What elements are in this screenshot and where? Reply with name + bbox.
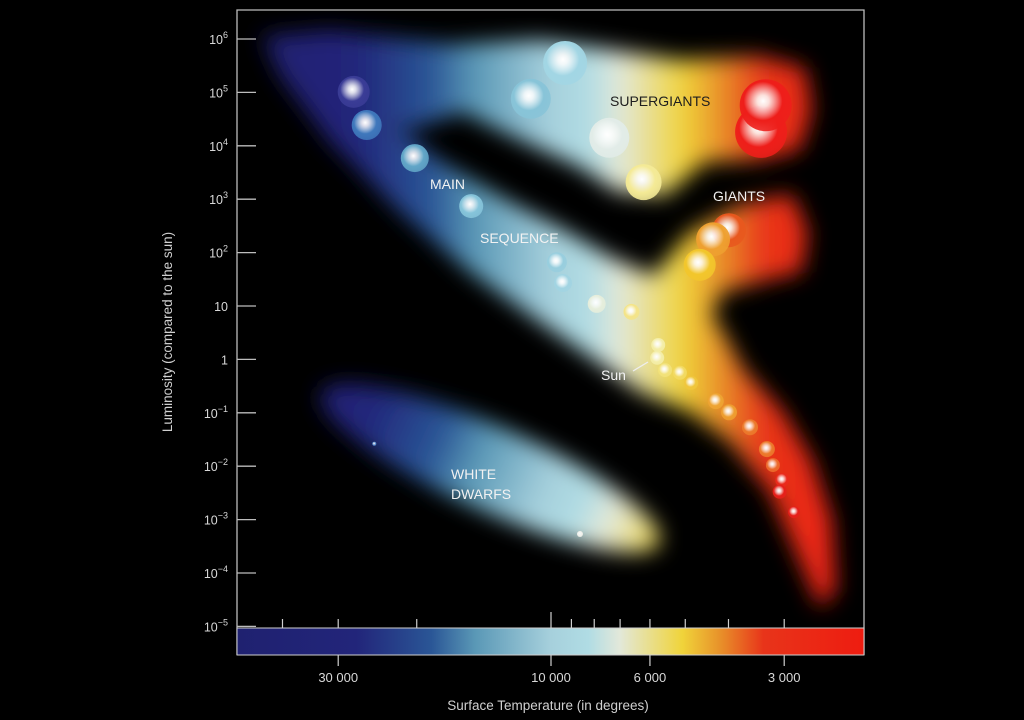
star: [742, 419, 758, 436]
y-tick-label: 10−4: [204, 564, 228, 581]
star: [554, 274, 572, 292]
star: [510, 78, 551, 119]
label-giants: GIANTS: [713, 188, 765, 204]
y-tick-label: 10−3: [204, 511, 228, 528]
y-tick-label: 104: [209, 137, 228, 154]
y-tick-label: 10−2: [204, 457, 228, 474]
star: [459, 194, 484, 219]
star: [788, 506, 801, 519]
y-tick-label: 106: [209, 30, 228, 47]
star: [625, 164, 662, 201]
region-labels: SUPERGIANTS GIANTS MAIN SEQUENCE WHITE D…: [430, 93, 765, 502]
star-sun: [650, 350, 665, 365]
star: [589, 117, 630, 158]
star: [337, 75, 370, 108]
giants-band: [640, 194, 808, 332]
star: [672, 365, 687, 380]
y-tick-label: 10−1: [204, 404, 228, 421]
label-white: WHITE: [451, 466, 496, 482]
x-axis: 30 000 10 000 6 000 3 000: [281, 612, 801, 685]
y-tick-label: 103: [209, 190, 228, 207]
x-tick-label: 3 000: [768, 670, 801, 685]
star: [372, 441, 377, 446]
star: [739, 79, 792, 132]
sun-pointer: [632, 361, 649, 372]
label-dwarfs: DWARFS: [451, 486, 511, 502]
star: [587, 294, 606, 313]
stars: [337, 41, 801, 537]
star: [775, 473, 790, 488]
x-axis-title: Surface Temperature (in degrees): [447, 698, 649, 713]
star: [658, 363, 672, 378]
star: [351, 110, 382, 140]
white-dwarf-band: [320, 383, 660, 553]
y-tick-label: 10: [214, 300, 228, 314]
label-supergiants: SUPERGIANTS: [610, 93, 710, 109]
colorbar: [236, 627, 865, 656]
y-tick-label: 1: [221, 353, 228, 367]
x-tick-label: 10 000: [531, 670, 571, 685]
star: [546, 252, 567, 273]
star: [683, 248, 716, 281]
x-tick-label: 30 000: [318, 670, 358, 685]
star: [651, 338, 666, 352]
star: [543, 41, 588, 85]
y-axis-title: Luminosity (compared to the sun): [160, 232, 175, 432]
star: [623, 303, 640, 320]
star: [707, 393, 724, 410]
temperature-colorbar: [236, 627, 865, 656]
star: [684, 375, 699, 390]
y-tick-label: 10−5: [204, 617, 228, 634]
star: [772, 484, 787, 499]
label-main: MAIN: [430, 176, 465, 192]
star: [577, 531, 583, 537]
star: [696, 222, 731, 257]
star: [758, 441, 775, 458]
star: [721, 404, 737, 421]
star: [765, 458, 780, 473]
y-tick-label: 105: [209, 83, 228, 100]
label-sun: Sun: [601, 367, 626, 383]
x-tick-label: 6 000: [634, 670, 667, 685]
label-sequence: SEQUENCE: [480, 230, 559, 246]
y-tick-label: 102: [209, 244, 228, 261]
star: [400, 144, 429, 173]
frame: [236, 9, 865, 655]
main-sequence-band: [262, 36, 836, 608]
